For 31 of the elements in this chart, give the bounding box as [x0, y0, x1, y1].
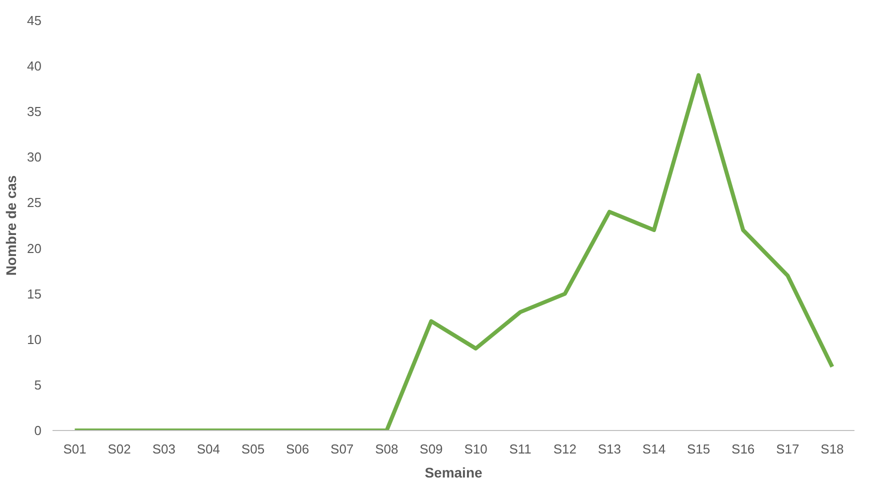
x-tick-label: S08	[375, 442, 398, 456]
x-tick-label: S18	[820, 442, 844, 456]
x-tick-label: S09	[420, 442, 443, 456]
x-tick-label: S16	[732, 442, 755, 456]
y-tick-label: 10	[27, 332, 42, 347]
x-tick-label: S02	[108, 442, 131, 456]
y-tick-label: 0	[34, 423, 42, 438]
x-tick-label: S10	[464, 442, 488, 456]
x-axis-title: Semaine	[424, 464, 483, 480]
x-tick-label: S15	[686, 442, 710, 456]
x-tick-label: S03	[152, 442, 176, 456]
x-tick-label: S07	[330, 442, 354, 456]
line-series	[72, 73, 834, 430]
x-tick-label: S13	[598, 442, 622, 456]
x-tick-label: S12	[553, 442, 576, 456]
y-tick-label: 25	[27, 195, 42, 210]
x-tick-label: S05	[241, 442, 265, 456]
x-tick-label: S11	[509, 442, 532, 456]
x-tick-label: S01	[63, 442, 86, 456]
y-tick-label: 45	[27, 13, 42, 28]
x-tick-label: S06	[286, 442, 310, 456]
y-axis-title: Nombre de cas	[3, 175, 20, 276]
x-tick-label: S17	[776, 442, 800, 456]
x-tick-label: S04	[196, 442, 220, 456]
y-tick-label: 30	[27, 150, 42, 165]
y-tick-label: 40	[27, 58, 42, 74]
y-tick-label: 35	[27, 104, 42, 120]
y-tick-label: 20	[27, 240, 42, 256]
x-tick-label: S14	[642, 442, 666, 456]
y-tick-label: 15	[27, 286, 42, 302]
y-tick-label: 5	[34, 377, 42, 392]
